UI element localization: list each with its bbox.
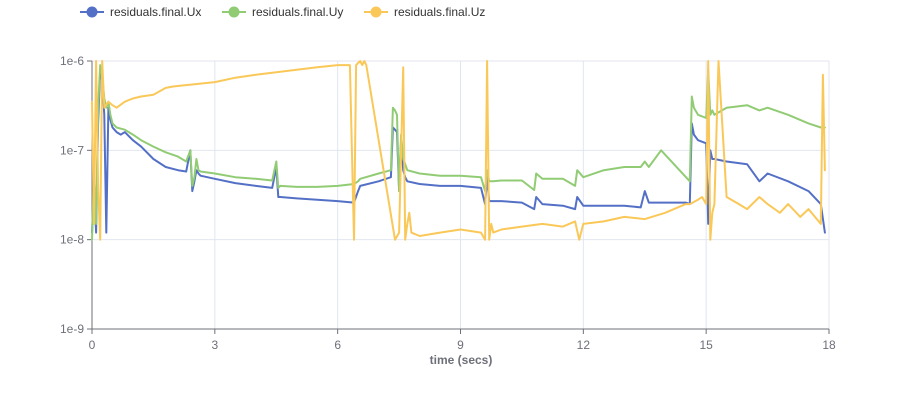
- x-tick-label: 15: [699, 338, 713, 352]
- chart-series: [91, 60, 826, 241]
- legend-label: residuals.final.Uz: [394, 5, 485, 19]
- x-tick-label: 18: [822, 338, 836, 352]
- legend-label: residuals.final.Ux: [110, 5, 201, 19]
- legend-item-1[interactable]: residuals.final.Uy: [222, 5, 343, 19]
- legend-marker-icon: [86, 6, 98, 18]
- chart-legend[interactable]: residuals.final.Ux residuals.final.Uy resi…: [80, 5, 485, 19]
- series-line-2: [91, 60, 826, 241]
- x-tick-label: 0: [89, 338, 96, 352]
- y-tick-label: 1e-6: [60, 54, 84, 68]
- x-tick-label: 6: [334, 338, 341, 352]
- x-tick-label: 12: [577, 338, 591, 352]
- chart-ticks: 1e-9 1e-8 1e-7 1e-6 0 3 6 9 12 15 18: [60, 54, 836, 352]
- x-axis-title: time (secs): [430, 353, 493, 367]
- chart-grid: [91, 60, 830, 330]
- y-tick-label: 1e-7: [60, 143, 84, 157]
- legend-marker-icon: [370, 6, 382, 18]
- x-tick-label: 9: [457, 338, 464, 352]
- legend-item-2[interactable]: residuals.final.Uz: [364, 5, 485, 19]
- legend-item-0[interactable]: residuals.final.Ux: [80, 5, 201, 19]
- legend-label: residuals.final.Uy: [252, 5, 343, 19]
- x-tick-label: 3: [211, 338, 218, 352]
- y-tick-label: 1e-9: [60, 322, 84, 336]
- legend-marker-icon: [228, 6, 240, 18]
- y-tick-label: 1e-8: [60, 233, 84, 247]
